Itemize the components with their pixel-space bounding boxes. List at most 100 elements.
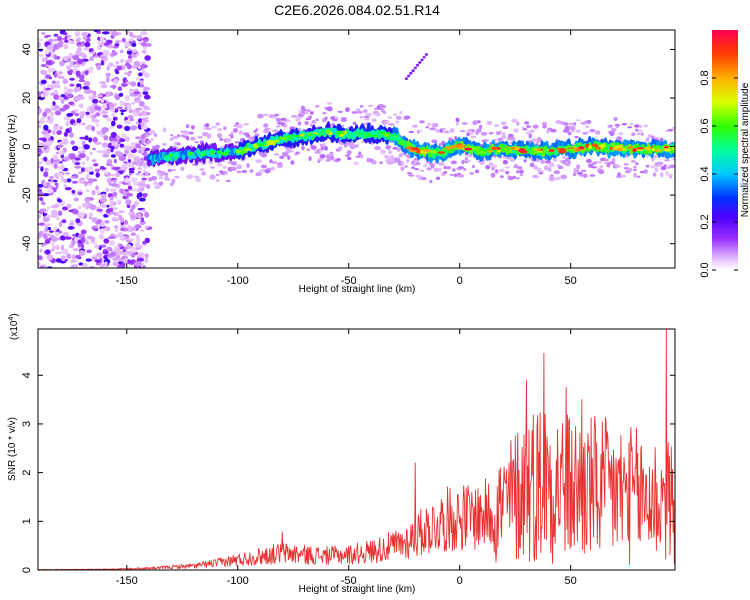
- spectrogram-noise-cell: [115, 70, 120, 75]
- spectrogram-halo-cell: [140, 146, 146, 151]
- spectrogram-noise-cell: [41, 130, 49, 135]
- spectrogram-halo-cell: [405, 115, 411, 119]
- spectrogram-halo-cell: [174, 175, 180, 179]
- spectrogram-halo-cell: [340, 119, 347, 122]
- spectrogram-halo-cell: [365, 113, 373, 117]
- spectrogram-noise-cell: [99, 263, 104, 268]
- spectrogram-noise-cell: [70, 260, 76, 263]
- spectrogram-halo-cell: [197, 136, 203, 139]
- spectrogram-halo-cell: [585, 125, 589, 128]
- snr-x-tick-label: -150: [116, 575, 138, 587]
- spectrogram-peak-cell: [437, 151, 445, 154]
- spectrogram-noise-cell: [119, 109, 127, 112]
- spectrogram-noise-cell: [53, 38, 58, 42]
- spectrogram-halo-cell: [389, 123, 395, 126]
- spectrogram-noise-cell: [80, 229, 87, 235]
- spectrogram-noise-cell: [63, 131, 68, 137]
- spectrogram-halo-cell: [476, 128, 482, 133]
- spectrogram-noise-cell: [119, 235, 127, 241]
- spectrogram-halo-cell: [607, 124, 613, 128]
- spectrogram-peak-cell: [410, 147, 420, 151]
- spectrogram-halo-cell: [595, 130, 601, 135]
- svg-text:(x104): (x104): [8, 313, 20, 340]
- spectrogram-noise-cell: [46, 84, 53, 89]
- spectrogram-halo-cell: [308, 115, 313, 119]
- spectrogram-peak-cell: [318, 131, 323, 136]
- spectrogram-noise-cell: [89, 171, 94, 175]
- spectrogram-noise-cell: [134, 242, 141, 247]
- spectrogram-noise-cell: [71, 180, 78, 184]
- spectrogram-noise-cell: [119, 143, 125, 148]
- spectrogram-halo-cell: [635, 128, 639, 132]
- spectrogram-noise-cell: [88, 95, 93, 101]
- spectrogram-noise-cell: [130, 226, 137, 231]
- spectrogram-noise-cell: [51, 204, 58, 209]
- spectrogram-noise-cell: [105, 72, 111, 78]
- spectrogram-noise-cell: [131, 35, 137, 38]
- spectrogram-peak-cell: [484, 149, 489, 153]
- spectrogram-halo-cell: [567, 161, 572, 164]
- spectrogram-noise-cell: [94, 244, 100, 249]
- spectrogram-noise-cell: [129, 118, 134, 122]
- spectrogram-noise-cell: [100, 193, 107, 198]
- spectrogram-noise-cell: [136, 77, 141, 81]
- spectrogram-halo-cell: [440, 127, 446, 131]
- spectrogram-noise-cell: [57, 198, 63, 203]
- spectrogram-halo-cell: [225, 138, 232, 143]
- spectrogram-halo-cell: [469, 131, 474, 136]
- spectrogram-noise-cell: [117, 86, 123, 92]
- spectrogram-halo-cell: [314, 104, 320, 108]
- spectrogram-noise-cell: [124, 148, 129, 155]
- spectrogram-noise-cell: [126, 49, 133, 55]
- spectrogram-peak-cell: [520, 150, 528, 154]
- spectrogram-halo-cell: [613, 117, 618, 121]
- spectrogram-halo-cell: [474, 169, 480, 174]
- spectrogram-noise-cell: [66, 88, 74, 93]
- spectrogram-noise-cell: [79, 212, 85, 218]
- spectrogram-noise-cell: [40, 117, 47, 120]
- spectrogram-halo-cell: [277, 162, 283, 166]
- snr-x-tick-label: 50: [565, 575, 577, 587]
- spectrogram-noise-cell: [117, 232, 124, 235]
- spectrogram-halo-cell: [478, 124, 483, 130]
- spectrogram-noise-cell: [74, 162, 81, 166]
- spectrogram-halo-cell: [216, 179, 220, 182]
- spectrogram-peak-cell: [575, 148, 582, 152]
- spectrogram-halo-cell: [657, 163, 663, 166]
- spectrogram-halo-cell: [498, 130, 502, 135]
- spectrogram-noise-cell: [140, 262, 144, 268]
- spectrogram-noise-cell: [57, 210, 63, 216]
- spectrogram-halo-cell: [621, 123, 628, 126]
- spectrogram-halo-cell: [489, 162, 494, 166]
- spectrogram-noise-cell: [127, 58, 133, 64]
- spectrogram-halo-cell: [351, 111, 358, 114]
- spectrogram-noise-cell: [120, 217, 124, 223]
- spectrogram-noise-cell: [130, 232, 136, 236]
- spectrogram-noise-cell: [93, 105, 100, 111]
- spectrogram-noise-cell: [100, 221, 105, 228]
- spectrogram-noise-cell: [102, 93, 106, 97]
- spectrogram-peak-cell: [608, 146, 614, 151]
- spectrogram-noise-cell: [52, 209, 58, 216]
- spectrogram-peak-cell: [299, 133, 305, 137]
- spectrogram-halo-cell: [347, 156, 352, 161]
- spectrogram-noise-cell: [53, 72, 58, 78]
- spectrogram-noise-cell: [109, 85, 117, 88]
- spectrogram-noise-cell: [47, 70, 53, 73]
- spectrogram-halo-cell: [631, 132, 636, 137]
- spectrogram-noise-cell: [56, 41, 64, 48]
- spectrogram-peak-cell: [389, 136, 394, 140]
- spectrogram-noise-cell: [98, 234, 104, 240]
- spectrogram-halo-cell: [271, 161, 278, 164]
- spectrogram-halo-cell: [471, 165, 476, 168]
- spectrogram-noise-cell: [85, 173, 90, 180]
- spectrogram-halo-cell: [160, 170, 166, 176]
- spectrogram-halo-cell: [215, 173, 220, 176]
- spectrogram-noise-cell: [89, 105, 95, 109]
- spectrogram-noise-cell: [105, 187, 110, 193]
- spectrogram-streak-cell: [418, 61, 422, 64]
- spectrogram-halo-cell: [575, 129, 581, 133]
- spectrogram-noise-cell: [136, 188, 141, 193]
- spectrogram-peak-cell: [671, 146, 675, 151]
- spectrogram-noise-cell: [97, 45, 102, 50]
